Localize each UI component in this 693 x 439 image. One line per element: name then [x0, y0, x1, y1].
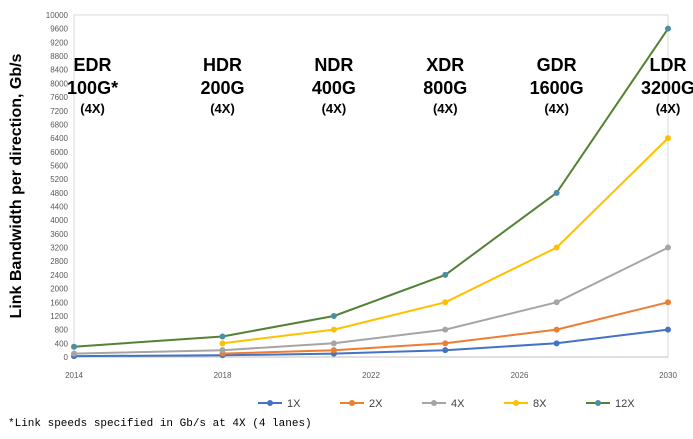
- series-group: [71, 25, 671, 360]
- series-line-12X: [73, 28, 669, 348]
- legend-marker-12X: [595, 400, 601, 406]
- generation-speed: 1600G: [530, 78, 584, 98]
- x-tick-label: 2018: [214, 371, 232, 380]
- data-point-2X: [330, 347, 337, 354]
- y-axis: 0 400 800 1200 1600 2000 2400 2800 3200 3600 4000 4…: [46, 11, 69, 362]
- y-tick-label: 5600: [50, 161, 68, 170]
- data-point-8X: [665, 135, 671, 142]
- legend-marker-4X: [431, 400, 437, 406]
- legend-label-2X: 2X: [369, 398, 383, 410]
- generation-lanes: (4X): [433, 101, 458, 116]
- y-tick-label: 800: [55, 326, 69, 335]
- generation-name: GDR: [537, 55, 577, 75]
- data-point-2X: [553, 326, 560, 333]
- data-point-8X: [442, 299, 449, 306]
- data-point-12X: [330, 312, 337, 319]
- x-tick-label: 2014: [65, 371, 83, 380]
- y-tick-label: 2400: [50, 271, 68, 280]
- data-point-8X: [219, 340, 226, 347]
- data-point-8X: [330, 326, 337, 333]
- generation-speed: 100G*: [67, 78, 118, 98]
- legend-marker-1X: [267, 400, 273, 406]
- data-point-2X: [665, 299, 671, 306]
- generation-name: LDR: [650, 55, 687, 75]
- legend-label-4X: 4X: [451, 398, 465, 410]
- y-tick-label: 1600: [50, 298, 68, 307]
- y-tick-label: 9600: [50, 25, 68, 34]
- y-tick-label: 2800: [50, 257, 68, 266]
- y-tick-label: 3600: [50, 230, 68, 239]
- generation-name: HDR: [203, 55, 242, 75]
- generation-lanes: (4X): [544, 101, 569, 116]
- data-point-4X: [219, 347, 226, 354]
- generation-speed: 400G: [312, 78, 356, 98]
- y-tick-label: 400: [55, 339, 69, 348]
- data-point-4X: [665, 244, 671, 251]
- y-axis-label: Link Bandwidth per direction, Gb/s: [8, 53, 25, 318]
- y-tick-label: 4800: [50, 189, 68, 198]
- generation-labels: EDR 100G* (4X) HDR 200G (4X) NDR 400G (4X) XDR 800…: [67, 55, 693, 116]
- y-tick-label: 4000: [50, 216, 68, 225]
- legend: 1X 2X 4X 8X 12X: [258, 398, 635, 410]
- data-point-12X: [665, 25, 671, 32]
- series-line-4X: [73, 246, 669, 355]
- x-tick-label: 2026: [511, 371, 529, 380]
- y-tick-label: 6800: [50, 120, 68, 129]
- y-tick-label: 6000: [50, 148, 68, 157]
- generation-lanes: (4X): [80, 101, 105, 116]
- series-line-8X: [222, 137, 669, 345]
- bandwidth-chart: 0 400 800 1200 1600 2000 2400 2800 3200 3600 4000 4…: [8, 11, 693, 410]
- y-tick-label: 3200: [50, 244, 68, 253]
- legend-label-1X: 1X: [287, 398, 301, 410]
- generation-speed: 3200G: [641, 78, 693, 98]
- y-tick-label: 9200: [50, 38, 68, 47]
- generation-name: NDR: [314, 55, 353, 75]
- y-tick-label: 4400: [50, 203, 68, 212]
- data-point-1X: [665, 326, 671, 333]
- generation-speed: 800G: [423, 78, 467, 98]
- data-point-4X: [330, 340, 337, 347]
- legend-label-8X: 8X: [533, 398, 547, 410]
- generation-name: XDR: [426, 55, 464, 75]
- x-tick-label: 2030: [659, 371, 677, 380]
- y-tick-label: 2000: [50, 285, 68, 294]
- data-point-8X: [553, 244, 560, 251]
- y-tick-label: 7200: [50, 107, 68, 116]
- x-tick-label: 2022: [362, 371, 380, 380]
- data-point-12X: [553, 189, 560, 196]
- y-tick-label: 8000: [50, 79, 68, 88]
- data-point-1X: [442, 347, 449, 354]
- legend-label-12X: 12X: [615, 398, 635, 410]
- y-tick-label: 10000: [46, 11, 69, 20]
- data-point-12X: [219, 333, 226, 340]
- plot-frame: [73, 14, 669, 358]
- data-point-4X: [553, 299, 560, 306]
- data-point-12X: [71, 343, 77, 350]
- legend-marker-2X: [349, 400, 355, 406]
- y-tick-label: 8400: [50, 66, 68, 75]
- y-tick-label: 8800: [50, 52, 68, 61]
- generation-lanes: (4X): [656, 101, 681, 116]
- x-axis: 2014 2018 2022 2026 2030: [65, 371, 677, 380]
- y-tick-label: 5200: [50, 175, 68, 184]
- data-point-1X: [553, 340, 560, 347]
- data-point-2X: [442, 340, 449, 347]
- data-point-4X: [442, 326, 449, 333]
- footnote: *Link speeds specified in Gb/s at 4X (4 …: [8, 418, 312, 430]
- data-point-4X: [71, 350, 77, 357]
- y-tick-label: 7600: [50, 93, 68, 102]
- legend-marker-8X: [513, 400, 519, 406]
- series-line-1X: [73, 328, 669, 358]
- data-point-12X: [442, 271, 449, 278]
- generation-lanes: (4X): [322, 101, 347, 116]
- y-tick-label: 0: [64, 353, 69, 362]
- generation-lanes: (4X): [210, 101, 235, 116]
- y-tick-label: 6400: [50, 134, 68, 143]
- generation-name: EDR: [74, 55, 112, 75]
- generation-speed: 200G: [200, 78, 244, 98]
- y-tick-label: 1200: [50, 312, 68, 321]
- plot-area: [73, 14, 669, 358]
